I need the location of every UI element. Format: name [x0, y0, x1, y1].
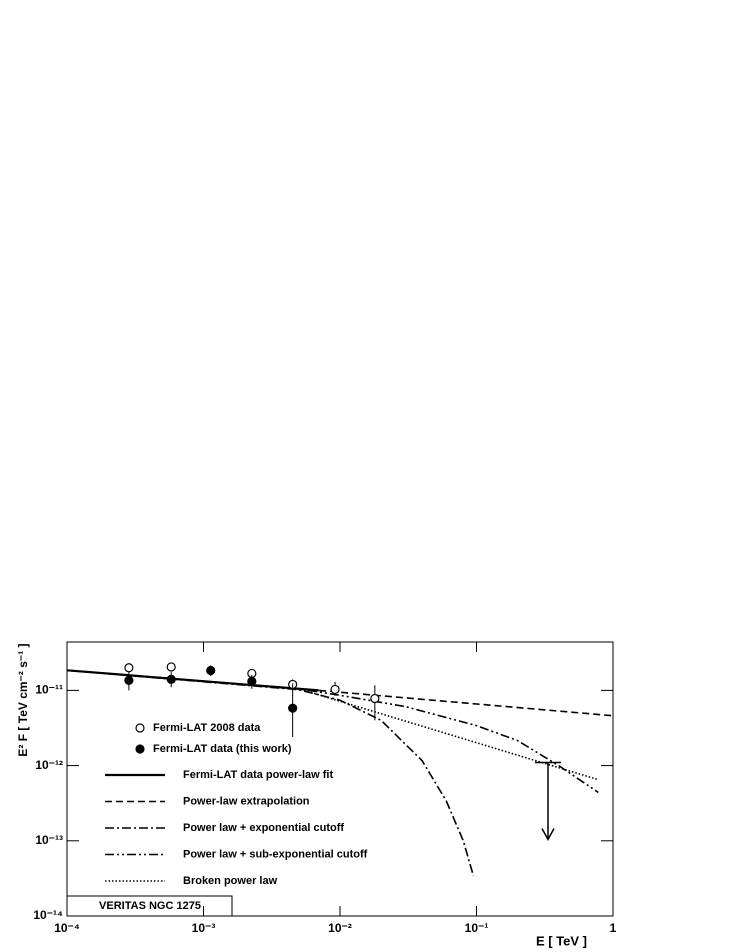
model-curve	[66, 669, 599, 794]
x-axis-label: E [ TeV ]	[536, 933, 587, 948]
y-axis-label: E² F [ TeV cm⁻² s⁻¹ ]	[16, 643, 30, 756]
legend-label: Fermi-LAT data power-law fit	[183, 769, 333, 781]
data-point	[247, 676, 257, 686]
data-point	[288, 703, 298, 713]
data-point	[166, 674, 176, 685]
x-tick-label: 10⁻¹	[465, 921, 489, 935]
model-curve	[66, 669, 599, 781]
upper-limit-arrowhead	[541, 828, 555, 842]
x-tick-label: 1	[610, 921, 617, 935]
legend-label: Fermi-LAT data (this work)	[153, 743, 292, 755]
y-tick-label: 10⁻¹³	[35, 833, 63, 847]
legend-label: Power law + exponential cutoff	[183, 822, 344, 834]
legend-marker	[135, 744, 145, 754]
legend-label: Broken power law	[183, 875, 278, 887]
model-curve	[66, 669, 475, 877]
data-point	[166, 662, 176, 672]
data-point	[330, 684, 340, 695]
legend-label: Power law + sub-exponential cutoff	[183, 848, 368, 860]
x-tick-label: 10⁻⁴	[54, 921, 80, 935]
y-tick-label: 10⁻¹⁴	[33, 908, 63, 922]
x-tick-label: 10⁻³	[192, 921, 216, 935]
x-tick-label: 10⁻²	[328, 921, 352, 935]
data-point	[206, 665, 216, 676]
y-tick-label: 10⁻¹¹	[35, 683, 63, 697]
plot-frame	[66, 641, 614, 917]
data-point	[370, 693, 380, 704]
model-curve	[66, 669, 614, 717]
data-point	[124, 675, 134, 685]
legend-label: Fermi-LAT 2008 data	[153, 722, 261, 734]
annotation: VERITAS NGC 1275	[99, 900, 201, 912]
y-tick-label: 10⁻¹²	[35, 758, 63, 772]
legend-label: Power-law extrapolation	[183, 795, 310, 807]
data-point	[124, 663, 134, 673]
legend-marker	[135, 723, 145, 733]
